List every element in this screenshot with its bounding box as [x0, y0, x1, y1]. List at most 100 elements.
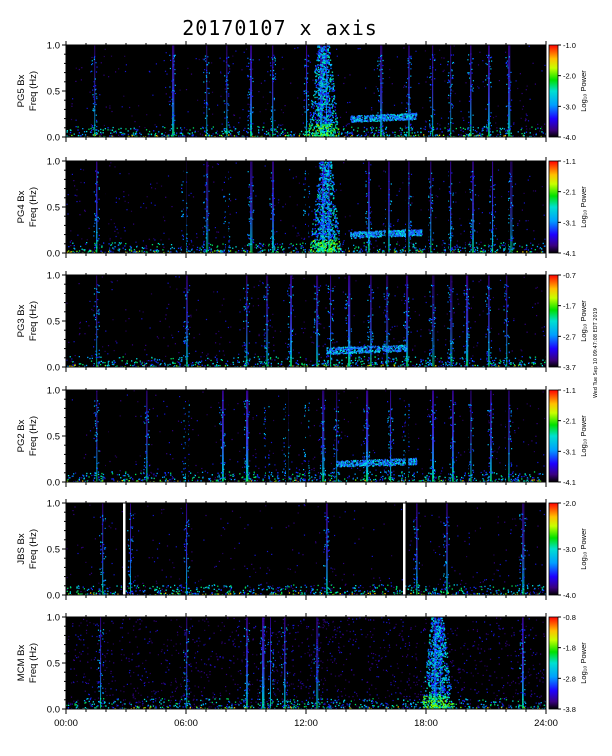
data-gap: [186, 390, 189, 482]
broadband-streak: [450, 161, 452, 253]
y-tick-label: 1.0: [47, 157, 60, 168]
broadband-streak: [390, 390, 392, 482]
broadband-streak: [488, 45, 490, 137]
broadband-streak: [326, 503, 328, 595]
broadband-streak: [432, 45, 434, 137]
broadband-streak: [246, 390, 249, 482]
chart-title: 20170107 x axis: [182, 16, 378, 40]
broadband-streak: [266, 275, 269, 367]
colorbar-label: Log₁₀ Power: [579, 186, 588, 228]
broadband-streak: [186, 275, 188, 367]
broadband-streak: [452, 390, 454, 482]
data-gap: [184, 161, 187, 253]
data-gap: [506, 390, 509, 482]
broadband-streak: [508, 390, 510, 482]
broadband-streak: [386, 275, 389, 367]
y-tick-label: 0.5: [47, 545, 60, 556]
data-gap: [426, 161, 429, 253]
broadband-streak: [206, 45, 208, 137]
broadband-streak: [226, 45, 228, 137]
broadband-streak: [330, 275, 332, 367]
data-gap: [306, 161, 309, 253]
panel-pg5-bx: 0.0 0.5 1.0 PG5 Bx Freq (Hz) -1.0 -2.0 -3.0 -4.0…: [16, 41, 588, 144]
broadband-streak: [96, 275, 98, 367]
data-gap: [106, 390, 109, 482]
broadband-streak: [94, 45, 96, 137]
data-gap: [386, 161, 389, 253]
broadband-streak: [446, 503, 448, 595]
broadband-streak: [146, 390, 148, 482]
colorbar-tick-label: -2.0: [563, 499, 576, 508]
y-tick-label: 1.0: [47, 41, 60, 52]
broadband-streak: [406, 275, 409, 367]
colorbar-label: Log₁₀ Power: [579, 300, 588, 342]
x-tick-label: 12:00: [294, 718, 318, 729]
data-gap: [406, 161, 409, 253]
broadband-streak: [290, 275, 292, 367]
y-tick-label: 0.0: [47, 478, 60, 489]
data-gap: [286, 161, 289, 253]
colorbar-tick-label: -4.0: [563, 133, 576, 142]
colorbar-tick-label: -4.1: [563, 249, 576, 258]
colorbar-tick-label: -1.1: [563, 157, 576, 166]
data-gap: [346, 161, 349, 253]
colorbar: [548, 389, 559, 483]
x-tick-label: 24:00: [534, 718, 558, 729]
colorbar-tick-label: -2.1: [563, 188, 576, 197]
y-axis-label: Freq (Hz): [28, 71, 39, 111]
y-tick-label: 0.0: [47, 363, 60, 374]
y-tick-label: 0.5: [47, 432, 60, 443]
panel-mcm-bx: 0.0 0.5 1.0 MCM Bx Freq (Hz) -0.8 -1.8 -2.8 -3.8…: [16, 613, 588, 716]
station-label: MCM Bx: [16, 645, 27, 682]
broadband-streak: [388, 161, 390, 253]
x-tick-label: 06:00: [174, 718, 198, 729]
data-gap: [266, 161, 269, 253]
broadband-streak: [348, 275, 351, 367]
colorbar-tick-label: -2.7: [563, 332, 576, 341]
station-label: PG2 Bx: [16, 419, 27, 452]
station-label: PG5 Bx: [16, 74, 27, 107]
data-gap-white: [123, 503, 126, 595]
broadband-streak: [130, 503, 131, 595]
colorbar-tick-label: -1.8: [563, 644, 576, 653]
broadband-streak: [250, 161, 253, 253]
colorbar-tick-label: -4.1: [563, 478, 576, 487]
broadband-streak: [466, 275, 469, 367]
broadband-streak: [510, 161, 513, 253]
data-gap: [286, 390, 289, 482]
colorbar-label: Log₁₀ Power: [579, 528, 588, 570]
broadband-streak: [246, 617, 248, 709]
x-tick-label: 18:00: [414, 718, 438, 729]
data-gap: [106, 161, 109, 253]
data-gap: [466, 390, 469, 482]
colorbar: [548, 160, 559, 254]
broadband-streak: [450, 275, 453, 367]
y-tick-label: 1.0: [47, 271, 60, 282]
colorbar-tick-label: -1.7: [563, 302, 576, 311]
panel-pg3-bx: 0.0 0.5 1.0 PG3 Bx Freq (Hz) -0.7 -1.7 -2.7 -3.7…: [16, 271, 588, 374]
panel-pg2-bx: 0.0 0.5 1.0 PG2 Bx Freq (Hz) -1.1 -2.1 -3.1 -4.1…: [16, 386, 588, 489]
broadband-streak: [250, 45, 252, 137]
y-axis-label: Freq (Hz): [28, 416, 39, 456]
colorbar-label: Log₁₀ Power: [579, 642, 588, 684]
y-tick-label: 0.5: [47, 317, 60, 328]
station-label: JBS Bx: [16, 533, 27, 564]
spectrogram-area: [66, 617, 546, 709]
y-tick-label: 0.5: [47, 87, 60, 98]
y-tick-label: 0.5: [47, 659, 60, 670]
colorbar: [548, 44, 559, 138]
broadband-streak: [186, 503, 188, 595]
panel-pg4-bx: 0.0 0.5 1.0 PG4 Bx Freq (Hz) -1.1 -2.1 -3.1 -4.1…: [16, 157, 588, 260]
data-gap: [466, 161, 469, 253]
data-gap: [446, 390, 449, 482]
broadband-streak: [432, 275, 435, 367]
broadband-streak: [450, 45, 452, 137]
data-gap: [226, 390, 229, 482]
colorbar-tick-label: -3.8: [563, 705, 576, 714]
broadband-streak: [368, 161, 370, 253]
spectrogram-area: [66, 503, 546, 595]
y-axis-label: Freq (Hz): [28, 301, 39, 341]
y-tick-label: 0.0: [47, 133, 60, 144]
broadband-streak: [326, 45, 327, 137]
broadband-streak: [272, 45, 274, 137]
